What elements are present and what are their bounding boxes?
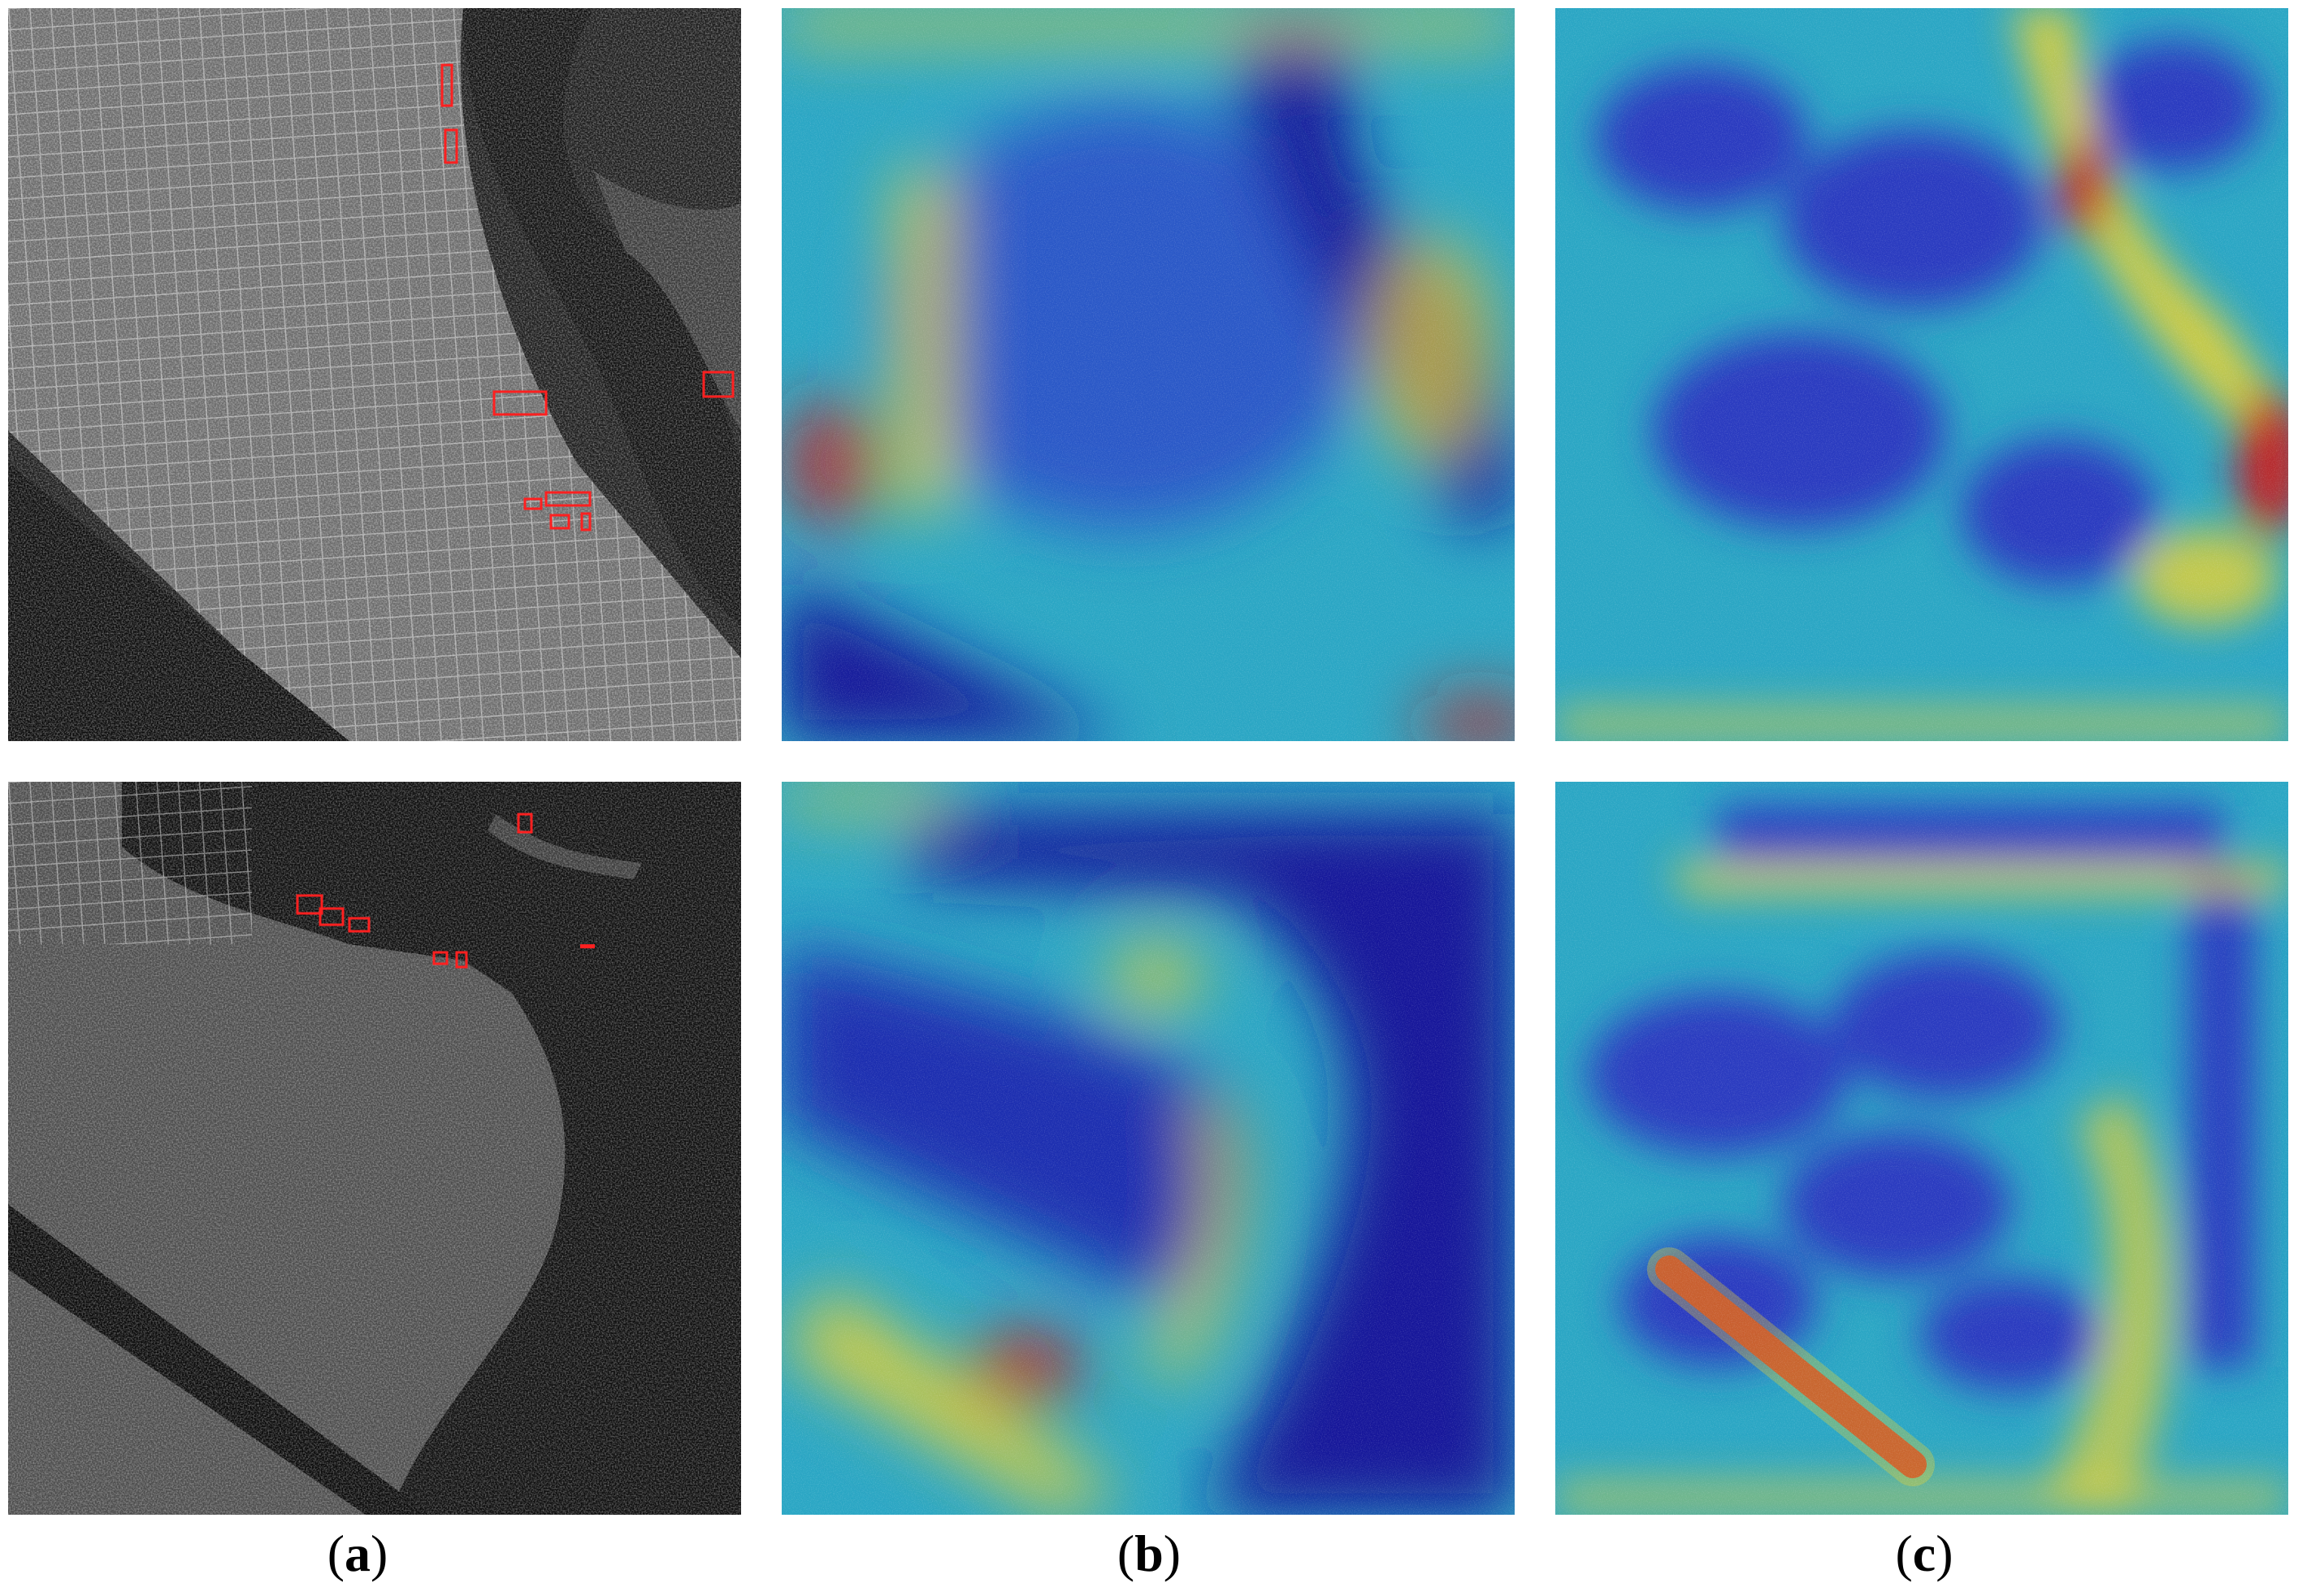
ship-box (455, 951, 468, 969)
caption-c: (c) (1895, 1524, 1953, 1582)
sar-image-top (8, 8, 741, 741)
sar-image-bottom (8, 782, 741, 1515)
ship-box (492, 390, 548, 416)
ship-box (549, 514, 570, 530)
heatmap-c-bottom (1555, 782, 2288, 1515)
ship-box (580, 512, 592, 531)
ship-box (523, 497, 543, 510)
ship-box (296, 894, 323, 915)
ship-box (517, 813, 533, 834)
heatmap-c-top (1555, 8, 2288, 741)
ship-box (348, 917, 371, 933)
ship-box (702, 371, 735, 398)
heatmap-b-bottom (782, 782, 1515, 1515)
caption-a: (a) (327, 1524, 388, 1582)
ship-box (580, 944, 595, 948)
ship-box (432, 951, 449, 965)
ship-box (319, 907, 345, 926)
heatmap-b-top (782, 8, 1515, 741)
caption-b: (b) (1116, 1524, 1182, 1582)
ship-box (444, 128, 458, 164)
ship-box (544, 491, 592, 507)
ship-box (440, 63, 453, 107)
